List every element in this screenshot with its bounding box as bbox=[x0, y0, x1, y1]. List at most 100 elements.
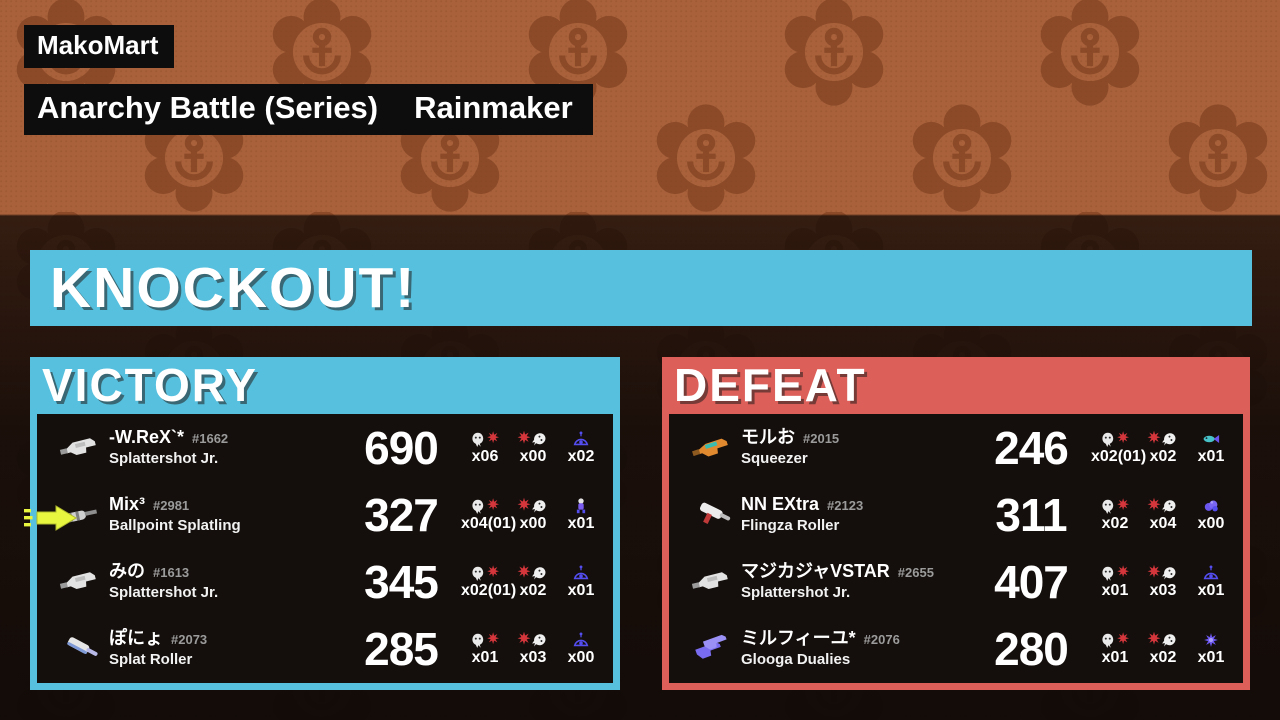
weapon-cell bbox=[683, 433, 741, 463]
kills-count: x02(01) bbox=[461, 581, 517, 599]
weapon-cell bbox=[683, 500, 741, 530]
kills-stat: x02(01) bbox=[461, 564, 517, 600]
weapon-cell bbox=[51, 433, 109, 463]
player-row: ぽにょ #2073 Splat Roller 285 x01 x03 x00 bbox=[37, 615, 613, 682]
specials-stat: x00 bbox=[1187, 497, 1235, 533]
kills-stat: x02 bbox=[1091, 497, 1139, 533]
points-value: 690 bbox=[364, 421, 439, 474]
death-icon bbox=[515, 564, 551, 582]
kills-count: x01 bbox=[1101, 648, 1129, 666]
glooga-dualies-icon bbox=[690, 634, 734, 664]
deaths-count: x00 bbox=[519, 447, 547, 465]
death-icon bbox=[515, 631, 551, 649]
player-number: #1662 bbox=[192, 431, 229, 446]
points-value: 327 bbox=[364, 488, 439, 541]
player-info: ぽにょ #2073 Splat Roller bbox=[109, 628, 341, 669]
specials-stat: x00 bbox=[557, 631, 605, 667]
deaths-count: x02 bbox=[1149, 648, 1177, 666]
player-number: #2981 bbox=[153, 498, 190, 513]
player-name: Mix³ bbox=[109, 494, 145, 514]
kill-icon bbox=[467, 497, 503, 515]
kills-stat: x01 bbox=[1091, 631, 1139, 667]
mode-text: Anarchy Battle (Series) bbox=[37, 90, 379, 125]
death-icon bbox=[1145, 497, 1181, 515]
player-number: #2015 bbox=[803, 431, 840, 446]
tenta-missiles-icon bbox=[1201, 497, 1221, 515]
deaths-stat: x02 bbox=[1139, 430, 1187, 466]
splattershot-jr-icon bbox=[58, 567, 102, 597]
kills-stat: x02(01) bbox=[1091, 430, 1147, 466]
death-icon bbox=[1145, 631, 1181, 649]
victory-header: VICTORY bbox=[30, 357, 620, 414]
deaths-count: x00 bbox=[519, 514, 547, 532]
points-value: 345 bbox=[364, 555, 439, 608]
deaths-count: x02 bbox=[519, 581, 547, 599]
specials-count: x01 bbox=[567, 581, 595, 599]
death-icon bbox=[515, 497, 551, 515]
weapon-name: Flingza Roller bbox=[741, 517, 840, 534]
weapon-name: Splattershot Jr. bbox=[741, 584, 851, 601]
player-name: ミルフィーユ* bbox=[741, 628, 856, 648]
stage-name-label: MakoMart bbox=[24, 25, 175, 68]
player-name: みの bbox=[109, 561, 145, 581]
player-name: マジカジャVSTAR bbox=[741, 561, 890, 581]
flingza-roller-icon bbox=[690, 500, 734, 530]
specials-stat: x01 bbox=[1187, 564, 1235, 600]
splat-roller-icon bbox=[58, 634, 102, 664]
kill-icon bbox=[467, 631, 503, 649]
booyah-bomb-icon bbox=[1201, 631, 1221, 649]
big-bubbler-icon bbox=[571, 631, 591, 649]
kills-count: x04(01) bbox=[461, 514, 517, 532]
rule-text: Rainmaker bbox=[414, 90, 573, 125]
splattershot-jr-icon bbox=[58, 433, 102, 463]
player-name: ぽにょ bbox=[109, 628, 163, 648]
kills-stat: x04(01) bbox=[461, 497, 517, 533]
big-bubbler-icon bbox=[571, 564, 591, 582]
deaths-stat: x02 bbox=[509, 564, 557, 600]
big-bubbler-icon bbox=[1201, 564, 1221, 582]
weapon-name: Splattershot Jr. bbox=[109, 584, 219, 601]
death-icon bbox=[1145, 564, 1181, 582]
stage-name-text: MakoMart bbox=[37, 30, 159, 60]
knockout-banner-text: KNOCKOUT! bbox=[50, 256, 417, 320]
kill-icon bbox=[1097, 631, 1133, 649]
kills-stat: x01 bbox=[461, 631, 509, 667]
kills-count: x02(01) bbox=[1091, 447, 1147, 465]
victory-team-panel: VICTORY -W.ReX`* #1662 Splattershot Jr. 6… bbox=[30, 357, 620, 690]
weapon-cell bbox=[51, 567, 109, 597]
defeat-team-list: モルお #2015 Squeezer 246 x02(01) x02 x01 bbox=[662, 414, 1250, 690]
specials-count: x00 bbox=[1197, 514, 1225, 532]
knockout-banner: KNOCKOUT! bbox=[30, 250, 1252, 326]
specials-stat: x01 bbox=[1187, 631, 1235, 667]
player-info: みの #1613 Splattershot Jr. bbox=[109, 561, 341, 602]
specials-count: x02 bbox=[567, 447, 595, 465]
splattershot-jr-icon bbox=[690, 567, 734, 597]
kills-count: x06 bbox=[471, 447, 499, 465]
player-number: #2123 bbox=[827, 498, 864, 513]
points-value: 407 bbox=[994, 555, 1069, 608]
player-info: モルお #2015 Squeezer bbox=[741, 427, 971, 468]
self-player-arrow-icon bbox=[24, 503, 78, 533]
kill-icon bbox=[467, 564, 503, 582]
player-info: -W.ReX`* #1662 Splattershot Jr. bbox=[109, 427, 341, 468]
kill-icon bbox=[1097, 497, 1133, 515]
deaths-stat: x04 bbox=[1139, 497, 1187, 533]
player-number: #1613 bbox=[153, 565, 190, 580]
player-number: #2076 bbox=[863, 632, 900, 647]
inkjet-icon bbox=[571, 497, 591, 515]
weapon-cell bbox=[683, 567, 741, 597]
player-info: マジカジャVSTAR #2655 Splattershot Jr. bbox=[741, 561, 971, 602]
points-value: 280 bbox=[994, 622, 1069, 675]
victory-team-list: -W.ReX`* #1662 Splattershot Jr. 690 x06 x… bbox=[30, 414, 620, 690]
player-name: -W.ReX`* bbox=[109, 427, 185, 447]
battle-mode-label: Anarchy Battle (Series) Rainmaker bbox=[24, 84, 593, 135]
player-row: NN EXtra #2123 Flingza Roller 311 x02 x04… bbox=[669, 481, 1243, 548]
deaths-count: x03 bbox=[519, 648, 547, 666]
player-row: -W.ReX`* #1662 Splattershot Jr. 690 x06 x… bbox=[37, 414, 613, 481]
specials-count: x00 bbox=[567, 648, 595, 666]
kills-count: x01 bbox=[471, 648, 499, 666]
deaths-stat: x03 bbox=[509, 631, 557, 667]
player-row-self: Mix³ #2981 Ballpoint Splatling 327 x04(01… bbox=[37, 481, 613, 548]
kills-stat: x06 bbox=[461, 430, 509, 466]
specials-stat: x01 bbox=[557, 564, 605, 600]
